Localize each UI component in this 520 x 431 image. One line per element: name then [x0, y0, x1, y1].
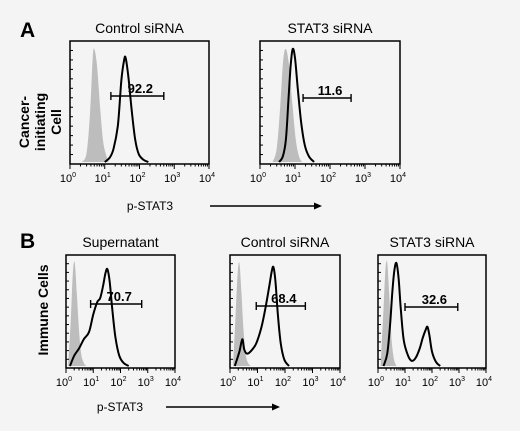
- row-label-b: Immune Cells: [35, 264, 51, 355]
- gate-percentage-label: 32.6: [422, 292, 447, 307]
- x-axis-caption-b-arrowhead: [272, 403, 280, 411]
- x-tick-label: 100: [60, 172, 76, 185]
- x-tick-label: 102: [422, 376, 438, 389]
- gate-percentage-label: 70.7: [107, 289, 132, 304]
- x-axis-caption-b-text: p-STAT3: [97, 400, 144, 414]
- histogram-panel-3: Supernatant 100 101 102 103 104 70.7: [56, 234, 181, 389]
- x-tick-label: 101: [83, 376, 99, 389]
- plots: Control siRNA 100 101 102 103 104 92.2 STAT3 si…: [56, 20, 492, 389]
- panel-letter-b: B: [20, 230, 35, 253]
- x-tick-label: 102: [320, 172, 336, 185]
- x-tick-label: 103: [449, 376, 465, 389]
- gate-percentage-label: 68.4: [271, 291, 297, 306]
- x-tick-label: 104: [165, 376, 181, 389]
- histogram-title: Supernatant: [82, 234, 158, 250]
- histogram-title: Control siRNA: [241, 234, 330, 250]
- figure-decor: A B Cancer- initiating Cell Immune Cells…: [16, 19, 322, 414]
- control-histogram-fill: [81, 48, 109, 162]
- x-tick-label: 102: [275, 376, 291, 389]
- histogram-title: STAT3 siRNA: [389, 234, 475, 250]
- x-tick-label: 103: [138, 376, 154, 389]
- histogram-panel-2: STAT3 siRNA 100 101 102 103 104 11.6: [250, 20, 406, 185]
- x-axis-caption-b: p-STAT3: [97, 400, 280, 414]
- x-tick-label: 104: [390, 172, 406, 185]
- stain-histogram-line: [382, 261, 441, 367]
- x-tick-label: 100: [56, 376, 72, 389]
- control-histogram-fill: [233, 262, 252, 366]
- row-label-a: Cancer- initiating Cell: [16, 93, 64, 151]
- x-tick-label: 101: [247, 376, 263, 389]
- panel-letter-a: A: [20, 19, 35, 42]
- row-label-a-line-3: Cell: [48, 109, 64, 135]
- gate-marker: 32.6: [404, 292, 459, 311]
- x-tick-label: 100: [368, 376, 384, 389]
- x-tick-label: 103: [164, 172, 180, 185]
- gate-marker: 11.6: [302, 83, 352, 102]
- x-axis-caption-a-arrowhead: [314, 202, 322, 210]
- histogram-panel-4: Control siRNA 100 101 102 103 104 68.4: [220, 234, 346, 389]
- stain-histogram-line: [69, 267, 130, 367]
- x-tick-label: 104: [199, 172, 215, 185]
- x-tick-label: 100: [250, 172, 266, 185]
- x-tick-label: 101: [95, 172, 111, 185]
- stain-histogram-line: [278, 47, 315, 163]
- gate-percentage-label: 92.2: [128, 81, 153, 96]
- x-axis-caption-a: p-STAT3: [127, 199, 322, 213]
- x-tick-label: 101: [395, 376, 411, 389]
- control-histogram-fill: [380, 260, 397, 366]
- x-tick-label: 101: [285, 172, 301, 185]
- row-label-a-line-1: Cancer-: [16, 96, 32, 148]
- stain-histogram-line: [104, 55, 149, 163]
- histogram-panel-5: STAT3 siRNA 100 101 102 103 104 32.6: [368, 234, 492, 389]
- gate-marker: 68.4: [255, 291, 307, 310]
- x-tick-label: 103: [355, 172, 371, 185]
- x-axis-caption-a-text: p-STAT3: [127, 199, 174, 213]
- row-label-a-line-2: initiating: [32, 93, 48, 151]
- x-tick-label: 103: [302, 376, 318, 389]
- gate-marker: 92.2: [110, 81, 165, 100]
- x-tick-label: 104: [476, 376, 492, 389]
- histogram-title: Control siRNA: [95, 20, 184, 36]
- histogram-panel-1: Control siRNA 100 101 102 103 104 92.2: [60, 20, 215, 185]
- control-histogram-fill: [68, 261, 87, 366]
- x-tick-label: 102: [110, 376, 126, 389]
- gate-percentage-label: 11.6: [318, 83, 343, 98]
- x-tick-label: 102: [129, 172, 145, 185]
- row-label-b-line-1: Immune Cells: [35, 264, 51, 355]
- x-tick-label: 104: [330, 376, 346, 389]
- histogram-title: STAT3 siRNA: [287, 20, 373, 36]
- x-tick-label: 100: [220, 376, 236, 389]
- gate-marker: 70.7: [89, 289, 143, 308]
